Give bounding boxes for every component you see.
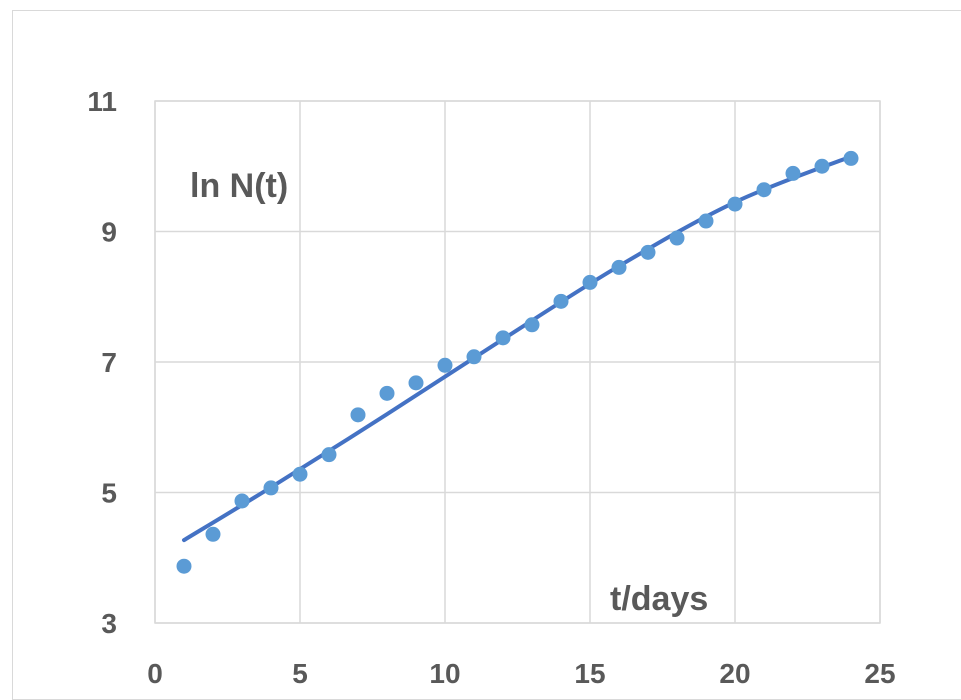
data-point — [727, 196, 743, 212]
data-point — [553, 293, 569, 309]
data-point — [611, 259, 627, 275]
x-axis-label: t/days — [610, 580, 708, 618]
data-point — [408, 375, 424, 391]
data-point — [698, 213, 714, 229]
data-point — [669, 230, 685, 246]
data-point — [176, 558, 192, 574]
y-tick-label: 9 — [101, 217, 117, 248]
plot-area — [154, 100, 881, 624]
data-point — [756, 182, 772, 198]
data-point — [263, 480, 279, 496]
data-point — [292, 466, 308, 482]
data-point — [640, 244, 656, 260]
x-tick-label: 25 — [864, 658, 895, 688]
x-tick-label: 20 — [719, 658, 750, 688]
data-point — [350, 407, 366, 423]
data-point — [524, 317, 540, 333]
y-tick-labels: 3 5 7 9 11 — [87, 86, 117, 639]
x-tick-label: 15 — [574, 658, 605, 688]
data-point — [234, 493, 250, 509]
y-tick-label: 11 — [87, 86, 117, 117]
data-point — [843, 150, 859, 166]
x-tick-label: 10 — [429, 658, 460, 688]
data-point — [321, 447, 337, 463]
data-point — [785, 165, 801, 181]
y-tick-label: 5 — [101, 478, 117, 509]
data-point — [495, 330, 511, 346]
data-point — [437, 357, 453, 373]
y-axis-label: ln N(t) — [190, 167, 288, 205]
fit-line-group — [182, 154, 853, 543]
y-tick-label: 3 — [101, 608, 117, 639]
data-point — [582, 274, 598, 290]
x-tick-label: 5 — [292, 658, 308, 688]
data-points — [176, 150, 859, 574]
x-tick-label: 0 — [147, 658, 163, 688]
data-point — [379, 385, 395, 401]
y-tick-label: 7 — [101, 347, 117, 378]
data-point — [466, 349, 482, 365]
fit-line — [182, 154, 853, 543]
data-point — [814, 158, 830, 174]
x-tick-labels: 0 5 10 15 20 25 — [147, 658, 895, 688]
data-point — [205, 526, 221, 542]
